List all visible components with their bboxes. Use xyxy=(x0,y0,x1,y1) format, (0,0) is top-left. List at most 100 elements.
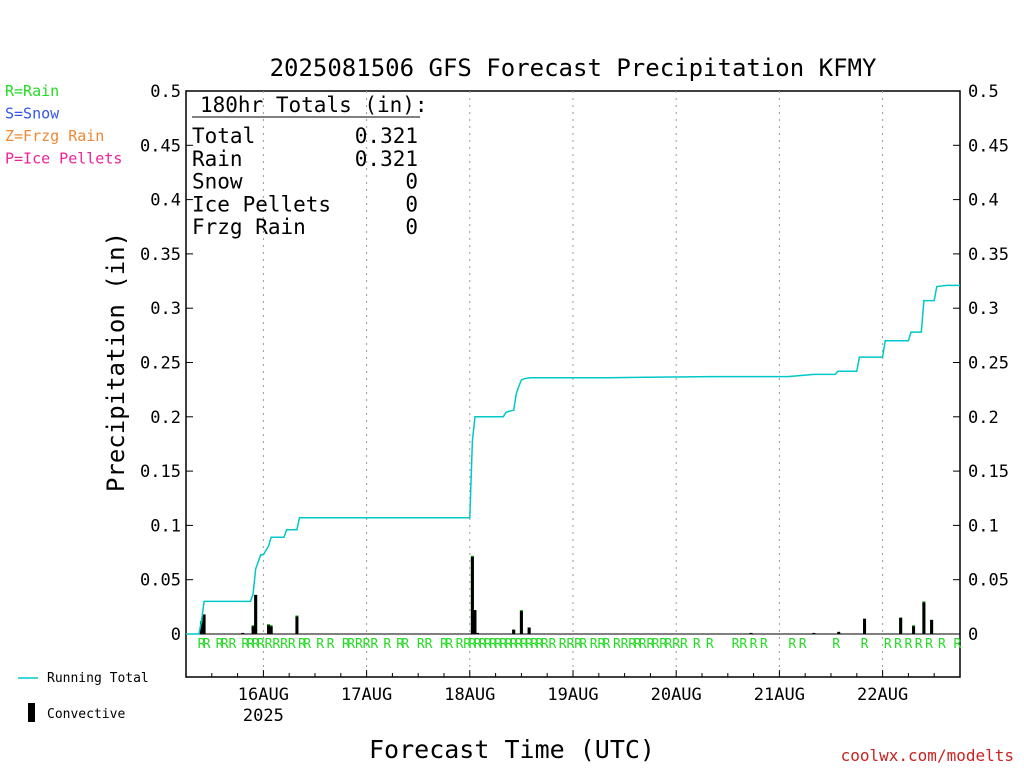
ptype-mark: R xyxy=(799,637,807,652)
convective-bar xyxy=(473,610,477,634)
ptype-mark: R xyxy=(938,637,946,652)
ptype-mark: R xyxy=(760,637,768,652)
y-tick-label-right: 0.5 xyxy=(968,82,999,102)
series-legend: Running Total Convective xyxy=(18,671,149,722)
ptype-mark: R xyxy=(456,637,464,652)
ptype-mark: R xyxy=(510,637,518,652)
x-tick-label: 16AUG xyxy=(238,685,289,705)
ptype-mark: R xyxy=(383,637,391,652)
totals-label: Total xyxy=(192,124,255,148)
ptype-mark: R xyxy=(634,637,642,652)
ptype-mark: R xyxy=(241,637,249,652)
ptype-mark: R xyxy=(525,637,533,652)
ptype-legend-entry: S=Snow xyxy=(5,105,60,123)
ptype-mark: R xyxy=(445,637,453,652)
y-tick-label: 0.45 xyxy=(140,136,181,156)
legend-label: Convective xyxy=(47,707,125,722)
ptype-mark: R xyxy=(401,637,409,652)
ptype-mark: R xyxy=(652,637,660,652)
ptype-mark: R xyxy=(198,637,206,652)
ptype-mark: R xyxy=(530,637,538,652)
ptype-mark: R xyxy=(541,637,549,652)
ptype-mark: R xyxy=(603,637,611,652)
y-tick-label-right: 0.05 xyxy=(968,571,1009,591)
y-tick-label-right: 0.2 xyxy=(968,408,999,428)
y-tick-label: 0 xyxy=(171,625,181,645)
ptype-mark: R xyxy=(272,637,280,652)
totals-label: Rain xyxy=(192,147,243,171)
running-total-series xyxy=(186,284,960,635)
ptype-mark: R xyxy=(680,637,688,652)
ptype-mark: R xyxy=(257,637,265,652)
ptype-mark: R xyxy=(316,637,324,652)
x-tick-label: 21AUG xyxy=(754,685,805,705)
ptype-mark: R xyxy=(489,637,497,652)
credit-text: coolwx.com/modelts xyxy=(841,746,1014,765)
ptype-mark: R xyxy=(597,637,605,652)
ptype-mark: R xyxy=(904,637,912,652)
ptype-mark: R xyxy=(484,637,492,652)
y-tick-label: 0.3 xyxy=(150,299,181,319)
y-tick-label-right: 0.15 xyxy=(968,462,1009,482)
totals-label: Ice Pellets xyxy=(192,192,331,216)
ptype-mark: R xyxy=(574,637,582,652)
totals-heading: 180hr Totals (in): xyxy=(200,93,428,117)
y-tick-label-right: 0.35 xyxy=(968,245,1009,265)
ptype-mark: R xyxy=(280,637,288,652)
convective-bar xyxy=(930,619,934,634)
y-tick-label: 0.35 xyxy=(140,245,181,265)
convective-bar xyxy=(863,618,867,634)
ptype-mark: R xyxy=(613,637,621,652)
convective-bar xyxy=(199,623,203,634)
ptype-mark: R xyxy=(639,637,647,652)
totals-value: 0 xyxy=(405,192,418,216)
y-tick-label-right: 0.45 xyxy=(968,136,1009,156)
ptype-mark: R xyxy=(548,637,556,652)
totals-box: 180hr Totals (in): Total 0.321 Rain 0.321 Sn… xyxy=(192,93,428,239)
ptype-mark: R xyxy=(327,637,335,652)
ptype-mark: R xyxy=(665,637,673,652)
y-tick-label: 0.5 xyxy=(150,82,181,102)
y-tick-label-right: 0.1 xyxy=(968,516,999,536)
convective-bar xyxy=(512,629,516,634)
convective-bar xyxy=(254,594,258,634)
convective-bar xyxy=(251,626,255,634)
y-tick-label: 0.1 xyxy=(150,516,181,536)
y-tick-label: 0.4 xyxy=(150,191,181,211)
ptype-mark: R xyxy=(425,637,433,652)
legend-bar-swatch xyxy=(28,703,35,722)
convective-bar xyxy=(812,632,816,634)
ptype-mark: R xyxy=(417,637,425,652)
y-tick-label: 0.2 xyxy=(150,408,181,428)
ptype-mark: R xyxy=(732,637,740,652)
ptype-legend-entry: P=Ice Pellets xyxy=(5,150,122,168)
ptype-mark: R xyxy=(342,637,350,652)
x-axis-label: Forecast Time (UTC) xyxy=(369,735,655,764)
totals-label: Frzg Rain xyxy=(192,215,306,239)
ptype-mark: R xyxy=(788,637,796,652)
ptype-mark: R xyxy=(479,637,487,652)
convective-bar xyxy=(295,616,299,634)
convective-bar xyxy=(519,611,523,634)
totals-value: 0 xyxy=(405,170,418,194)
y-axis-label: Precipitation (in) xyxy=(102,232,130,492)
convective-bar xyxy=(202,614,206,634)
ptype-legend-entry: Z=Frzg Rain xyxy=(5,127,104,145)
ptype-mark: R xyxy=(499,637,507,652)
ptype-mark: R xyxy=(216,637,224,652)
ptype-mark: R xyxy=(536,637,544,652)
ptype-mark: R xyxy=(288,637,296,652)
ptype-mark: R xyxy=(298,637,306,652)
convective-bar xyxy=(749,632,753,634)
y-tick-label: 0.05 xyxy=(140,571,181,591)
precip-bars xyxy=(199,555,934,634)
ptype-mark: R xyxy=(494,637,502,652)
ptype-mark: R xyxy=(579,637,587,652)
totals-value: 0.321 xyxy=(355,147,418,171)
ptype-mark: R xyxy=(440,637,448,652)
ptype-mark: R xyxy=(515,637,523,652)
ptype-mark: R xyxy=(252,637,260,652)
ptype-mark: R xyxy=(221,637,229,652)
ptype-mark: R xyxy=(693,637,701,652)
